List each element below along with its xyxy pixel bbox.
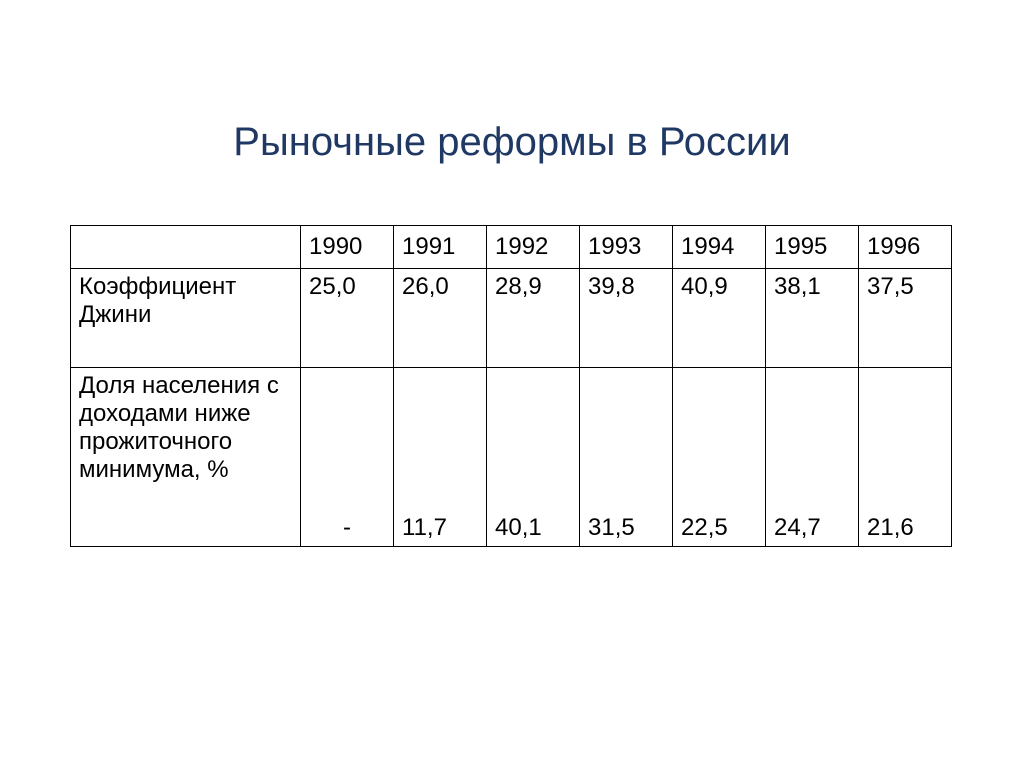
table-row: Коэффициент Джини 25,0 26,0 28,9 39,8 40… bbox=[71, 269, 952, 368]
data-cell: 40,9 bbox=[673, 269, 766, 368]
data-cell: 37,5 bbox=[859, 269, 952, 368]
data-cell: 26,0 bbox=[394, 269, 487, 368]
data-cell: 21,6 bbox=[859, 368, 952, 547]
data-cell: 25,0 bbox=[301, 269, 394, 368]
data-cell: 40,1 bbox=[487, 368, 580, 547]
table-header-row: 1990 1991 1992 1993 1994 1995 1996 bbox=[71, 226, 952, 269]
header-cell-year: 1992 bbox=[487, 226, 580, 269]
data-cell: 38,1 bbox=[766, 269, 859, 368]
header-cell-empty bbox=[71, 226, 301, 269]
data-cell: 11,7 bbox=[394, 368, 487, 547]
data-cell: 39,8 bbox=[580, 269, 673, 368]
header-cell-year: 1991 bbox=[394, 226, 487, 269]
data-cell: 24,7 bbox=[766, 368, 859, 547]
data-cell: 22,5 bbox=[673, 368, 766, 547]
header-cell-year: 1995 bbox=[766, 226, 859, 269]
data-table: 1990 1991 1992 1993 1994 1995 1996 Коэфф… bbox=[70, 225, 952, 547]
page-title: Рыночные реформы в России bbox=[0, 120, 1024, 165]
row-label: Коэффициент Джини bbox=[71, 269, 301, 368]
data-cell: - bbox=[301, 368, 394, 547]
header-cell-year: 1994 bbox=[673, 226, 766, 269]
data-cell: 31,5 bbox=[580, 368, 673, 547]
data-cell: 28,9 bbox=[487, 269, 580, 368]
data-table-container: 1990 1991 1992 1993 1994 1995 1996 Коэфф… bbox=[70, 225, 950, 547]
table-row: Доля населения с доходами ниже прожиточн… bbox=[71, 368, 952, 547]
header-cell-year: 1990 bbox=[301, 226, 394, 269]
slide: Рыночные реформы в России 1990 1991 1992… bbox=[0, 0, 1024, 768]
header-cell-year: 1993 bbox=[580, 226, 673, 269]
row-label: Доля населения с доходами ниже прожиточн… bbox=[71, 368, 301, 547]
header-cell-year: 1996 bbox=[859, 226, 952, 269]
